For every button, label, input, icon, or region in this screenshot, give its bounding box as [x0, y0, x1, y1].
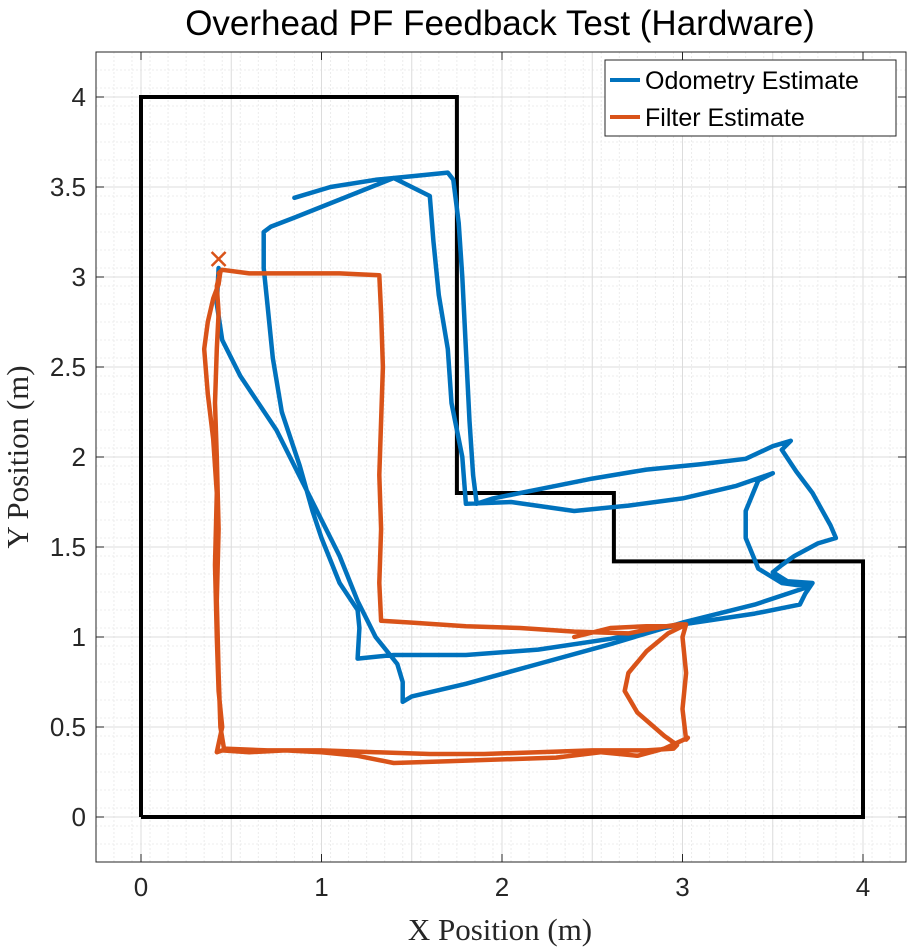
y-tick-label: 2.5	[50, 352, 86, 382]
end-marker-stroke	[210, 251, 227, 267]
y-tick-labels: 0 0.5 1 1.5 2 2.5 3 3.5 4	[50, 82, 86, 832]
legend-label-odometry: Odometry Estimate	[645, 67, 859, 95]
y-axis-label: Y Position (m)	[0, 365, 35, 548]
series-layer	[201, 170, 839, 766]
legend: Odometry Estimate Filter Estimate	[604, 59, 897, 137]
filter-estimate-line	[201, 267, 691, 766]
y-tick-label: 1.5	[50, 532, 86, 562]
y-tick-label: 4	[72, 82, 86, 112]
y-tick-label: 0	[72, 802, 86, 832]
x-tick-label: 1	[314, 872, 328, 902]
legend-box	[604, 59, 897, 137]
x-tick-labels: 0 1 2 3 4	[134, 872, 870, 902]
x-tick-label: 3	[675, 872, 689, 902]
y-tick-label: 0.5	[50, 712, 86, 742]
y-tick-label: 3	[72, 262, 86, 292]
x-axis-label: X Position (m)	[408, 912, 592, 947]
plot-area	[95, 51, 907, 863]
legend-label-filter: Filter Estimate	[645, 104, 805, 132]
x-tick-label: 2	[495, 872, 509, 902]
y-tick-label: 1	[72, 622, 86, 652]
map-boundary-line	[139, 95, 865, 819]
filter-end-marker	[210, 251, 227, 267]
y-tick-label: 2	[72, 442, 86, 472]
odometry-estimate-line	[214, 170, 839, 705]
major-grid	[96, 52, 906, 862]
x-tick-label: 0	[134, 872, 148, 902]
tick-marks	[96, 52, 906, 862]
chart-title: Overhead PF Feedback Test (Hardware)	[185, 4, 815, 43]
map-boundary-layer	[139, 95, 865, 819]
y-tick-label: 3.5	[50, 172, 86, 202]
x-tick-label: 4	[856, 872, 870, 902]
